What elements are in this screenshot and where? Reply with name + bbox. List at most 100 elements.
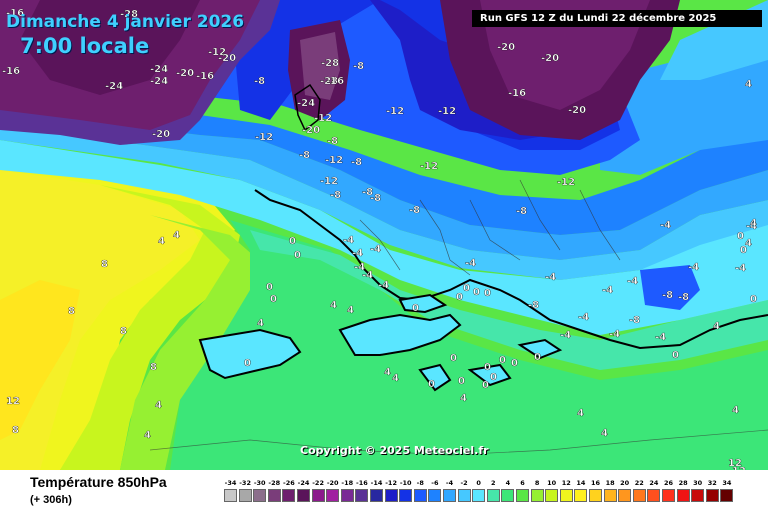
scale-tick-label: 2 <box>491 479 496 487</box>
scale-swatch <box>647 489 661 502</box>
temperature-label: -20 <box>302 125 320 136</box>
temperature-label: 8 <box>120 326 127 337</box>
scale-tick-label: -8 <box>416 479 424 487</box>
temperature-label: -28 <box>321 58 339 69</box>
field-0 <box>0 140 768 335</box>
scale-swatch <box>297 489 310 502</box>
scale-swatch <box>267 489 281 502</box>
temperature-label: -12 <box>208 47 226 58</box>
scale-swatch <box>618 489 632 502</box>
run-info: Run GFS 12 Z du Lundi 22 décembre 2025 <box>472 10 762 27</box>
temperature-label: 0 <box>270 294 277 305</box>
field-10 <box>60 185 240 470</box>
scale-tick-label: -22 <box>312 479 324 487</box>
scale-swatch <box>428 489 442 502</box>
scale-tick-label: 0 <box>476 479 481 487</box>
temperature-label: 4 <box>392 373 399 384</box>
scale-swatch <box>326 489 340 502</box>
temperature-label: -20 <box>176 68 194 79</box>
temperature-label: -8 <box>516 206 527 217</box>
aegean-area <box>467 363 512 387</box>
temperature-label: 0 <box>534 352 541 363</box>
temperature-label: -4 <box>609 329 620 340</box>
legend-title: Température 850hPa <box>30 474 167 490</box>
scale-swatch <box>413 489 427 502</box>
scale-tick-label: -14 <box>370 479 383 487</box>
coastline-scandinavia <box>294 83 321 132</box>
scale-swatch <box>253 489 267 502</box>
temperature-label: -12 <box>438 106 456 117</box>
temperature-label: 4 <box>750 218 757 229</box>
temperature-label: -4 <box>735 263 746 274</box>
temperature-label: -8 <box>629 315 640 326</box>
temperature-label: 0 <box>473 287 480 298</box>
scale-swatch <box>516 489 529 502</box>
temperature-label: -4 <box>362 270 373 281</box>
scale-tick-label: -4 <box>445 479 454 487</box>
temperature-label: -12 <box>386 106 404 117</box>
scale-swatch <box>340 489 354 502</box>
scale-tick-label: -2 <box>460 479 468 487</box>
temperature-label: 12 <box>6 396 20 407</box>
temperature-label: -12 <box>255 132 273 143</box>
temperature-label: 4 <box>745 238 752 249</box>
temperature-label: 0 <box>499 355 506 366</box>
scale-swatch <box>559 489 573 502</box>
temperature-label: -8 <box>662 290 673 301</box>
temperature-label: 4 <box>155 400 162 411</box>
temperature-label: -8 <box>299 150 310 161</box>
scale-swatch <box>238 489 252 502</box>
temperature-label: 8 <box>68 306 75 317</box>
scale-tick-label: 22 <box>634 479 644 487</box>
temperature-label: 0 <box>482 380 489 391</box>
legend-bar: Température 850hPa (+ 306h) -34 -32 -30 -28… <box>0 470 768 512</box>
scale-tick-label: -30 <box>253 479 266 487</box>
temperature-label: -20 <box>152 129 170 140</box>
scale-tick-label: -26 <box>283 479 295 487</box>
black-sea-west <box>517 338 563 360</box>
temperature-label: -20 <box>568 105 586 116</box>
temperature-label: 4 <box>732 405 739 416</box>
scale-tick-label: 6 <box>520 479 525 487</box>
temperature-label: 0 <box>490 372 497 383</box>
temperature-label: 0 <box>412 303 419 314</box>
scale-tick-label: 10 <box>547 479 557 487</box>
country-borders <box>359 179 621 276</box>
field-12b <box>0 170 200 470</box>
scale-swatch <box>282 489 296 502</box>
temperature-label: -8 <box>362 187 373 198</box>
temperature-label: -12 <box>420 161 438 172</box>
temperature-label: -24 <box>150 64 168 75</box>
temperature-label: -16 <box>6 8 24 19</box>
temperature-label: -8 <box>370 193 381 204</box>
temperature-label: -4 <box>655 332 666 343</box>
scale-swatch <box>589 489 602 502</box>
scale-tick-label: 28 <box>678 479 688 487</box>
temperature-label: 4 <box>347 305 354 316</box>
scale-swatch <box>486 489 500 502</box>
scale-swatch <box>530 489 544 502</box>
temperature-label: -16 <box>196 71 214 82</box>
temperature-label: -8 <box>351 157 362 168</box>
scale-tick-label: 18 <box>605 479 615 487</box>
mediterranean-central <box>338 313 462 356</box>
scale-tick-label: 30 <box>693 479 703 487</box>
temperature-label: 0 <box>244 358 251 369</box>
forecast-date: Dimanche 4 janvier 2026 <box>6 12 245 32</box>
scale-tick-label: -12 <box>385 479 397 487</box>
temperature-label: -20 <box>541 53 559 64</box>
scale-tick-label: 4 <box>505 479 511 487</box>
temperature-label: -4 <box>602 285 613 296</box>
legend-subtitle: (+ 306h) <box>30 494 72 506</box>
temperature-label: -4 <box>578 312 589 323</box>
temperature-label: -24 <box>105 81 123 92</box>
scale-tick-label: -32 <box>239 479 251 487</box>
temperature-map: -16 -16 -28 -24 -24 -24 -20 -16 -12 -20 -20 -8 -12 -2… <box>0 0 768 470</box>
temperature-label: -28 <box>120 9 138 20</box>
copyright-notice: Copyright © 2025 Meteociel.fr <box>300 444 489 457</box>
temperature-label: 0 <box>750 294 757 305</box>
temperature-label: 4 <box>745 79 752 90</box>
temperature-label: -24 <box>150 76 168 87</box>
field-m4 <box>0 110 768 260</box>
temperature-label: 0 <box>428 379 435 390</box>
